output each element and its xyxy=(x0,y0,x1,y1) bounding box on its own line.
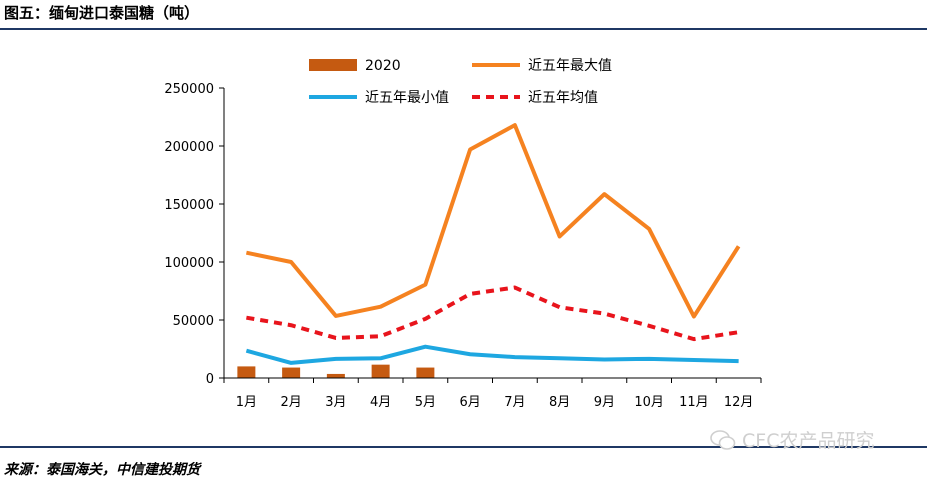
y-tick-label: 50000 xyxy=(173,314,214,329)
x-tick-label: 2月 xyxy=(280,395,301,410)
bar xyxy=(416,367,435,378)
legend-swatch xyxy=(309,59,357,71)
bar xyxy=(282,367,301,378)
y-tick-label: 150000 xyxy=(164,198,214,213)
top-rule xyxy=(0,28,927,30)
x-tick-label: 10月 xyxy=(634,395,664,410)
bottom-rule xyxy=(0,446,927,448)
figure-title: 图五：缅甸进口泰国糖（吨） xyxy=(4,4,200,22)
legend-label: 2020 xyxy=(365,58,401,74)
x-tick-label: 4月 xyxy=(370,395,391,410)
y-tick-label: 100000 xyxy=(164,256,214,271)
x-tick-label: 11月 xyxy=(679,395,709,410)
y-tick-label: 0 xyxy=(206,372,214,387)
axes: 0 50000 100000 150000 200000 250000 1月 2月 3月 4月 5月… xyxy=(164,82,762,410)
source-note: 来源：泰国海关，中信建投期货 xyxy=(4,462,200,478)
bar xyxy=(326,373,345,378)
bar xyxy=(371,364,390,378)
legend-label: 近五年最大值 xyxy=(528,58,612,74)
x-tick-label: 5月 xyxy=(415,395,436,410)
y-tick-label: 250000 xyxy=(164,82,214,97)
watermark-text: CFC农产品研究 xyxy=(742,430,875,452)
legend-label: 近五年均值 xyxy=(528,90,598,106)
line-series xyxy=(245,123,741,365)
watermark: CFC农产品研究 xyxy=(710,426,874,453)
wechat-icon xyxy=(710,429,736,450)
x-tick-label: 6月 xyxy=(459,395,480,410)
series-line xyxy=(245,123,741,319)
y-tick-label: 200000 xyxy=(164,140,214,155)
bar xyxy=(237,366,256,378)
x-tick-label: 7月 xyxy=(504,395,525,410)
x-tick-label: 1月 xyxy=(236,395,257,410)
x-tick-label: 3月 xyxy=(325,395,346,410)
series-line xyxy=(245,344,739,365)
x-tick-label: 12月 xyxy=(724,395,754,410)
series-line xyxy=(246,285,739,342)
bar-series xyxy=(237,364,435,378)
legend-label: 近五年最小值 xyxy=(365,90,449,106)
x-tick-label: 8月 xyxy=(549,395,570,410)
x-tick-label: 9月 xyxy=(594,395,615,410)
